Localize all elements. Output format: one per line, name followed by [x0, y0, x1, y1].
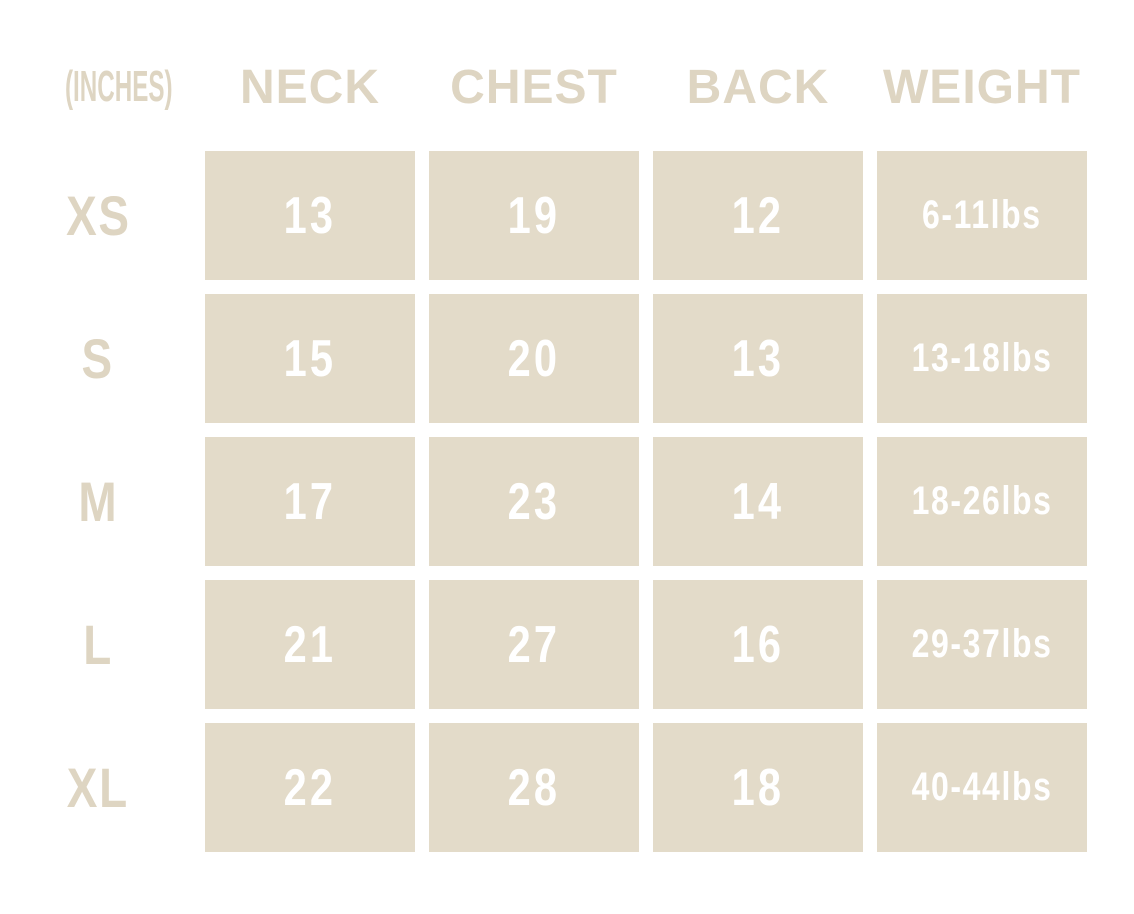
row-label-s-text: S	[81, 327, 115, 390]
cell-l-weight: 29-37lbs	[877, 580, 1087, 709]
cell-m-back: 14	[653, 437, 863, 566]
row-label-xs-text: XS	[65, 184, 131, 247]
column-header-back: BACK	[686, 60, 830, 114]
cell-s-weight: 13-18lbs	[877, 294, 1087, 423]
cell-l-neck: 21	[205, 580, 415, 709]
unit-label-text: (INCHES)	[65, 62, 173, 111]
cell-m-weight: 18-26lbs	[877, 437, 1087, 566]
cell-xs-back: 12	[653, 151, 863, 280]
cell-l-back: 16	[653, 580, 863, 709]
row-label-m: M	[5, 437, 191, 566]
cell-s-chest: 20	[429, 294, 639, 423]
row-label-xl: XL	[5, 723, 191, 852]
column-header-chest: CHEST	[450, 60, 618, 114]
cell-xl-chest: 28	[429, 723, 639, 852]
row-label-m-text: M	[78, 470, 118, 533]
cell-xs-weight: 6-11lbs	[877, 151, 1087, 280]
column-header-neck: NECK	[239, 60, 380, 114]
cell-m-chest: 23	[429, 437, 639, 566]
cell-xl-weight: 40-44lbs	[877, 723, 1087, 852]
row-label-xl-text: XL	[67, 756, 129, 819]
cell-xl-back: 18	[653, 723, 863, 852]
unit-label: (INCHES)	[5, 37, 191, 137]
column-header-weight: WEIGHT	[883, 60, 1081, 114]
row-label-s: S	[5, 294, 191, 423]
row-label-l-text: L	[83, 613, 113, 676]
row-label-l: L	[5, 580, 191, 709]
cell-xs-chest: 19	[429, 151, 639, 280]
cell-s-back: 13	[653, 294, 863, 423]
cell-xl-neck: 22	[205, 723, 415, 852]
cell-s-neck: 15	[205, 294, 415, 423]
cell-xs-neck: 13	[205, 151, 415, 280]
size-chart: (INCHES) NECK CHEST BACK WEIGHT XS 13 19…	[5, 37, 1087, 852]
cell-m-neck: 17	[205, 437, 415, 566]
row-label-xs: XS	[5, 151, 191, 280]
cell-l-chest: 27	[429, 580, 639, 709]
